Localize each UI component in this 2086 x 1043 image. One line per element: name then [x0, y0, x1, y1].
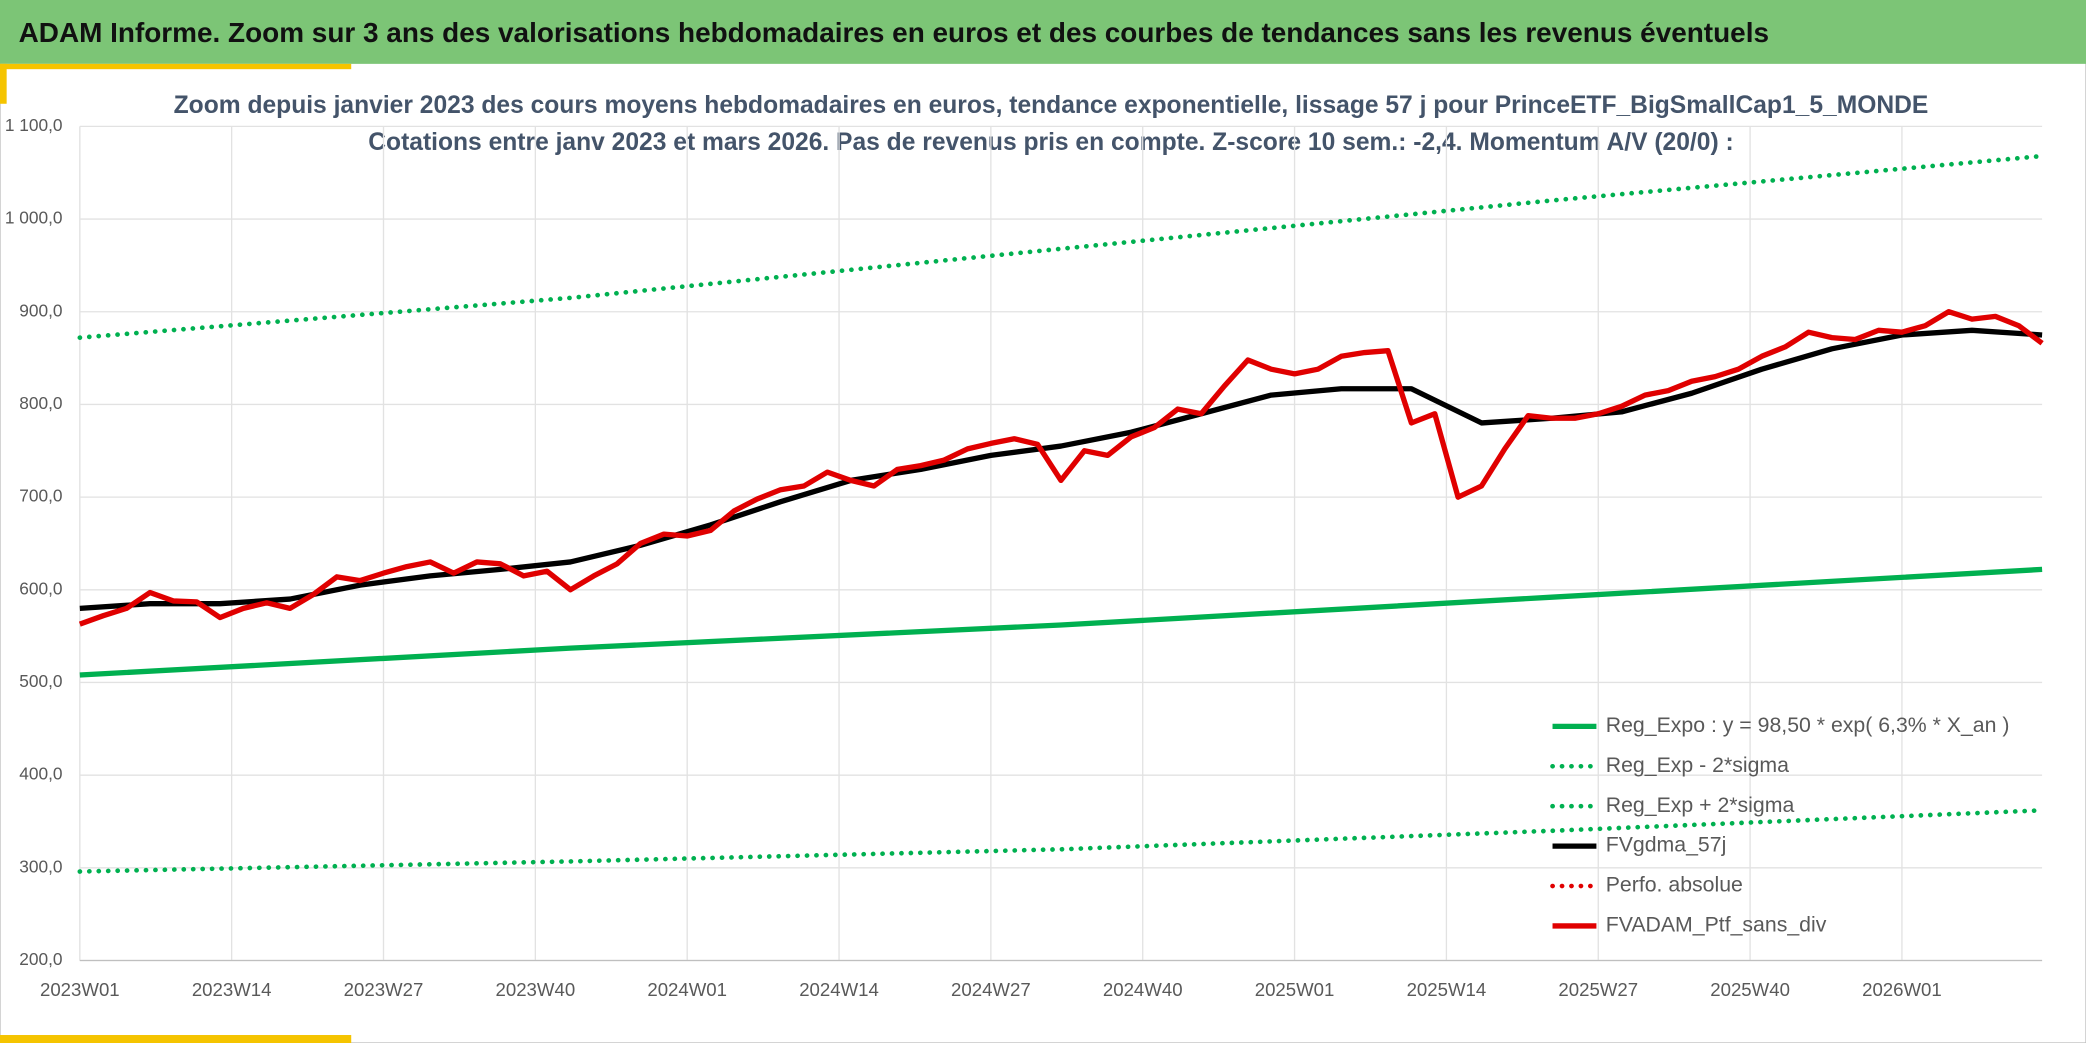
x-tick-label: 2023W01	[40, 979, 120, 1000]
x-tick-label: 2026W01	[1862, 979, 1942, 1000]
grid: 200,0 300,0 400,0 500,0 600,0 700,0 800,0 900,0…	[5, 115, 2043, 1000]
y-tick-label: 500,0	[19, 671, 62, 691]
y-tick-label: 700,0	[19, 486, 62, 506]
x-tick-label: 2025W40	[1710, 979, 1790, 1000]
y-tick-label: 1 100,0	[5, 115, 63, 135]
x-tick-label: 2025W14	[1407, 979, 1487, 1000]
x-tick-label: 2025W01	[1255, 979, 1335, 1000]
y-tick-label: 900,0	[19, 300, 62, 320]
chart-title: Zoom depuis janvier 2023 des cours moyen…	[174, 92, 1929, 119]
chart-subtitle: Cotations entre janv 2023 et mars 2026. …	[368, 129, 1733, 156]
header-band	[0, 0, 2086, 64]
x-tick-label: 2023W40	[496, 979, 576, 1000]
series-line	[79, 566, 2043, 678]
x-tick-label: 2024W14	[799, 979, 879, 1000]
plot-area	[77, 153, 2045, 874]
x-tick-label: 2023W27	[344, 979, 424, 1000]
legend: Reg_Expo : y = 98,50 * exp( 6,3% * X_an …	[1550, 713, 2010, 937]
series-line	[77, 807, 2045, 874]
series-line	[77, 153, 2045, 340]
accent	[0, 63, 352, 70]
legend-label: Reg_Exp - 2*sigma	[1606, 753, 1789, 777]
y-tick-label: 400,0	[19, 764, 62, 784]
x-tick-label: 2024W01	[647, 979, 727, 1000]
x-tick-label: 2023W14	[192, 979, 272, 1000]
legend-label: FVgdma_57j	[1606, 833, 1727, 857]
y-tick-label: 800,0	[19, 393, 62, 413]
y-tick-label: 200,0	[19, 949, 62, 969]
y-tick-label: 1 000,0	[5, 208, 63, 228]
legend-label: Reg_Exp + 2*sigma	[1606, 793, 1795, 817]
y-tick-label: 600,0	[19, 578, 62, 598]
x-tick-label: 2025W27	[1558, 979, 1638, 1000]
accent	[0, 63, 7, 104]
header-title: ADAM Informe. Zoom sur 3 ans des valoris…	[19, 17, 1769, 48]
legend-label: FVADAM_Ptf_sans_div	[1606, 913, 1827, 937]
series-line	[79, 327, 2043, 612]
x-tick-label: 2024W27	[951, 979, 1031, 1000]
accent	[0, 1035, 352, 1043]
legend-label: Reg_Expo : y = 98,50 * exp( 6,3% * X_an …	[1606, 713, 2010, 737]
x-tick-label: 2024W40	[1103, 979, 1183, 1000]
series-line	[78, 309, 2044, 627]
legend-label: Perfo. absolue	[1606, 873, 1743, 897]
y-tick-label: 300,0	[19, 856, 62, 876]
